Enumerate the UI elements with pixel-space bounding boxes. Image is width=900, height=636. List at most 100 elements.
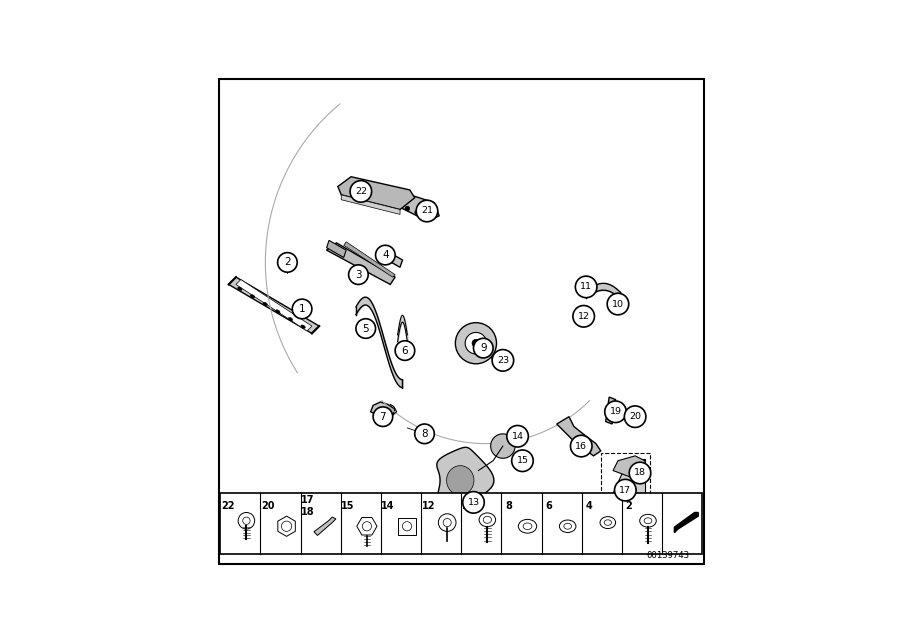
Circle shape xyxy=(238,513,255,529)
Polygon shape xyxy=(371,402,395,419)
Circle shape xyxy=(350,181,372,202)
Ellipse shape xyxy=(263,302,267,306)
Circle shape xyxy=(455,322,497,364)
Circle shape xyxy=(277,252,297,272)
Text: 10: 10 xyxy=(612,300,624,308)
Text: 00139743: 00139743 xyxy=(646,551,689,560)
Circle shape xyxy=(571,435,592,457)
Ellipse shape xyxy=(275,310,280,314)
Polygon shape xyxy=(606,397,616,424)
Polygon shape xyxy=(338,177,415,209)
Text: 19: 19 xyxy=(609,407,622,417)
Circle shape xyxy=(463,492,484,513)
Polygon shape xyxy=(557,417,601,456)
Text: 2: 2 xyxy=(284,258,291,267)
Polygon shape xyxy=(436,447,494,513)
Text: 11: 11 xyxy=(462,501,475,511)
Text: 6: 6 xyxy=(545,501,553,511)
Text: 18: 18 xyxy=(634,469,646,478)
Text: 1: 1 xyxy=(299,304,305,314)
Circle shape xyxy=(605,401,626,422)
Text: 8: 8 xyxy=(505,501,512,511)
Circle shape xyxy=(374,407,392,427)
Ellipse shape xyxy=(640,515,656,527)
Text: 17
18: 17 18 xyxy=(301,495,315,517)
Polygon shape xyxy=(398,518,416,534)
Circle shape xyxy=(282,521,292,532)
Circle shape xyxy=(415,210,419,215)
Polygon shape xyxy=(344,242,395,277)
Text: 2: 2 xyxy=(626,501,633,511)
Ellipse shape xyxy=(301,325,305,328)
Polygon shape xyxy=(341,195,400,214)
Circle shape xyxy=(402,522,411,531)
Polygon shape xyxy=(601,453,650,509)
Polygon shape xyxy=(278,516,295,536)
Polygon shape xyxy=(446,466,474,495)
Circle shape xyxy=(473,338,493,358)
Polygon shape xyxy=(229,277,320,333)
Polygon shape xyxy=(327,240,346,258)
Text: 11: 11 xyxy=(580,282,592,291)
Circle shape xyxy=(472,339,480,347)
Text: 22: 22 xyxy=(355,187,367,196)
Text: 6: 6 xyxy=(401,345,409,356)
Circle shape xyxy=(363,522,372,531)
Ellipse shape xyxy=(604,520,611,525)
Circle shape xyxy=(507,425,528,447)
Text: 14: 14 xyxy=(511,432,524,441)
Circle shape xyxy=(629,462,651,484)
Text: 3: 3 xyxy=(356,270,362,280)
Circle shape xyxy=(416,200,437,222)
Polygon shape xyxy=(327,243,395,284)
Text: 23: 23 xyxy=(497,356,508,365)
Circle shape xyxy=(573,305,595,327)
Circle shape xyxy=(292,299,312,319)
Circle shape xyxy=(512,450,533,471)
Circle shape xyxy=(395,341,415,361)
Text: 9: 9 xyxy=(480,343,487,353)
Text: 15: 15 xyxy=(341,501,355,511)
Ellipse shape xyxy=(560,520,576,532)
Ellipse shape xyxy=(238,287,242,291)
Circle shape xyxy=(438,514,456,532)
Circle shape xyxy=(575,276,597,298)
Text: 12: 12 xyxy=(421,501,435,511)
Circle shape xyxy=(492,350,514,371)
Text: 21: 21 xyxy=(421,207,433,216)
Ellipse shape xyxy=(250,294,255,298)
Text: 16: 16 xyxy=(575,441,587,450)
Text: 17: 17 xyxy=(619,486,631,495)
Text: 15: 15 xyxy=(517,456,528,466)
Circle shape xyxy=(625,406,646,427)
Polygon shape xyxy=(314,517,336,536)
Circle shape xyxy=(243,517,250,525)
Polygon shape xyxy=(613,456,645,478)
Polygon shape xyxy=(608,459,645,503)
Ellipse shape xyxy=(518,520,536,533)
FancyBboxPatch shape xyxy=(220,492,702,554)
Text: 4: 4 xyxy=(586,501,592,511)
Polygon shape xyxy=(236,280,312,331)
Text: 8: 8 xyxy=(421,429,428,439)
Text: 20: 20 xyxy=(629,412,641,421)
Text: 12: 12 xyxy=(578,312,590,321)
Circle shape xyxy=(443,518,451,527)
Circle shape xyxy=(375,245,395,265)
FancyBboxPatch shape xyxy=(219,79,704,563)
Circle shape xyxy=(405,206,410,211)
Circle shape xyxy=(465,333,487,354)
Polygon shape xyxy=(398,197,439,221)
Circle shape xyxy=(615,480,636,501)
Circle shape xyxy=(425,214,429,218)
Polygon shape xyxy=(674,513,698,533)
Circle shape xyxy=(415,424,435,444)
Ellipse shape xyxy=(483,516,491,523)
Ellipse shape xyxy=(644,518,652,523)
Text: 22: 22 xyxy=(220,501,234,511)
Ellipse shape xyxy=(600,516,616,529)
Circle shape xyxy=(608,293,629,315)
Polygon shape xyxy=(356,518,377,535)
Ellipse shape xyxy=(288,317,292,321)
Ellipse shape xyxy=(479,513,496,527)
